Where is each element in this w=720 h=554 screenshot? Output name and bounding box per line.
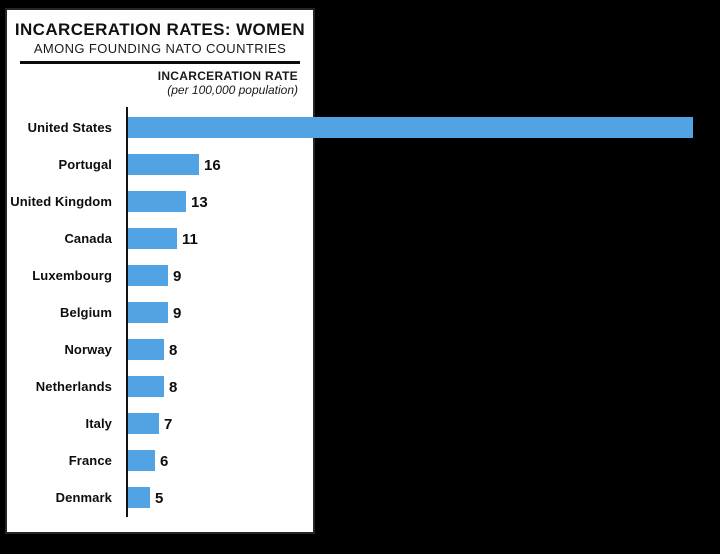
value-label: 9 [173, 305, 182, 322]
value-label: 11 [182, 231, 198, 248]
country-label: Canada [64, 231, 112, 246]
bar [128, 450, 155, 471]
country-label: United Kingdom [10, 194, 112, 209]
bar [128, 376, 164, 397]
bar [128, 487, 150, 508]
country-label: Italy [85, 416, 112, 431]
bar [128, 302, 168, 323]
country-label: Luxembourg [32, 268, 112, 283]
value-label: 6 [160, 453, 169, 470]
value-label: 5 [155, 490, 164, 507]
value-label: 13 [191, 194, 208, 211]
chart-panel: INCARCERATION RATES: WOMEN AMONG FOUNDIN… [5, 8, 315, 534]
value-label: 9 [173, 268, 182, 285]
bar [128, 339, 164, 360]
bar [128, 117, 693, 138]
axis-title: INCARCERATION RATE (per 100,000 populati… [158, 69, 298, 97]
value-label: 8 [169, 342, 178, 359]
value-label: 8 [169, 379, 178, 396]
bar [128, 265, 168, 286]
y-axis-line [126, 107, 128, 517]
axis-title-line1: INCARCERATION RATE [157, 69, 298, 83]
title-divider-rule [20, 61, 300, 64]
chart-subtitle: AMONG FOUNDING NATO COUNTRIES [33, 41, 287, 56]
bar [128, 191, 186, 212]
bar [128, 413, 159, 434]
chart-title: INCARCERATION RATES: WOMEN [14, 20, 306, 39]
bar [128, 228, 177, 249]
country-label: Belgium [60, 305, 112, 320]
country-label: Denmark [55, 490, 112, 505]
axis-title-line2: (per 100,000 population) [167, 83, 298, 97]
value-label: 16 [204, 157, 221, 174]
country-label: Portugal [58, 157, 112, 172]
bar [128, 154, 199, 175]
country-label: Norway [64, 342, 112, 357]
value-label: 7 [164, 416, 173, 433]
country-label: United States [27, 120, 112, 135]
country-label: France [68, 453, 112, 468]
country-label: Netherlands [35, 379, 112, 394]
